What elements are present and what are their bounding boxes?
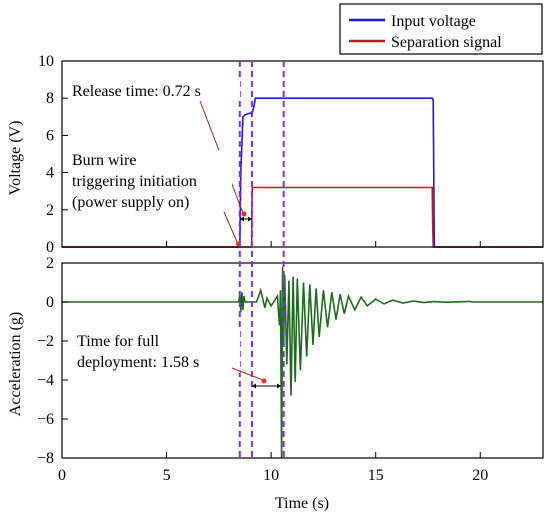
voltage-y-tick-label: 2 — [46, 202, 54, 219]
voltage-plot-frame — [61, 60, 544, 248]
release-time-dot — [241, 211, 247, 217]
time-x-tick-label: 5 — [163, 467, 171, 484]
burn-wire-label-bg — [70, 150, 232, 214]
event-marker-lines — [238, 61, 285, 458]
legend-box — [339, 3, 543, 55]
release-time-arrowhead-left — [240, 216, 244, 222]
burn-wire-pointer — [223, 211, 239, 245]
legend: Input voltage Separation signal — [339, 3, 543, 55]
voltage-y-tick-label: 6 — [46, 127, 54, 144]
time-x-tick-label: 0 — [58, 467, 66, 484]
voltage-panel: 0 2 4 6 8 10 Voltage (V) — [7, 53, 544, 256]
acceleration-y-tick-label: −8 — [37, 450, 54, 467]
voltage-y-tick-label: 4 — [46, 165, 54, 182]
legend-label-input-voltage: Input voltage — [391, 13, 476, 30]
series-acceleration-signal — [62, 266, 543, 459]
acceleration-series-layer — [62, 266, 543, 459]
time-x-ticks: 0 5 10 15 20 — [58, 452, 488, 484]
deployment-arrowhead-left — [252, 383, 256, 389]
burn-wire-label-line1: Burn wire — [72, 152, 136, 169]
acceleration-plot-frame — [61, 262, 544, 459]
release-time-label-bg — [70, 80, 240, 100]
acceleration-panel: −8 −6 −4 −2 0 2 0 5 10 15 20 Acceleration (g) Tim… — [7, 255, 544, 512]
time-x-tick-label: 15 — [368, 467, 384, 484]
acceleration-y-tick-label: −4 — [37, 372, 54, 389]
acceleration-y-tick-label: −2 — [37, 333, 54, 350]
release-time-annotation: Release time: 0.72 s — [70, 80, 252, 222]
acceleration-y-tick-label: 2 — [46, 255, 54, 272]
burn-wire-label-line3: (power supply on) — [72, 194, 189, 211]
burn-wire-label-line2: triggering initiation — [72, 173, 197, 190]
voltage-y-tick-label: 8 — [46, 90, 54, 107]
deployment-label-line2: deployment: 1.58 s — [77, 354, 199, 371]
deployment-time-annotation: Time for full deployment: 1.58 s — [70, 329, 281, 389]
voltage-y-axis-label: Voltage (V) — [7, 121, 24, 196]
acceleration-y-tick-label: −6 — [37, 411, 54, 428]
acceleration-y-tick-label: 0 — [46, 294, 54, 311]
deployment-pointer — [231, 367, 264, 381]
burn-wire-dot — [235, 241, 241, 247]
deployment-label-bg — [70, 329, 240, 373]
release-time-label: Release time: 0.72 s — [72, 83, 201, 100]
acceleration-y-axis-label: Acceleration (g) — [7, 312, 24, 416]
time-x-tick-label: 10 — [263, 467, 279, 484]
deployment-arrowhead-right — [277, 383, 281, 389]
voltage-y-ticks: 0 2 4 6 8 10 — [38, 53, 481, 256]
series-separation-signal — [62, 186, 543, 248]
deployment-dot — [261, 378, 267, 384]
voltage-y-tick-label: 0 — [46, 239, 54, 256]
burn-wire-annotation: Burn wire triggering initiation (power s… — [70, 150, 241, 247]
legend-label-separation-signal: Separation signal — [391, 34, 502, 51]
time-x-axis-label: Time (s) — [275, 495, 329, 512]
deployment-label-line1: Time for full — [77, 333, 160, 350]
acceleration-y-ticks: −8 −6 −4 −2 0 2 — [37, 255, 68, 467]
time-x-tick-label: 20 — [472, 467, 488, 484]
voltage-y-tick-label: 10 — [38, 53, 54, 70]
release-time-arrowhead-right — [248, 216, 252, 222]
